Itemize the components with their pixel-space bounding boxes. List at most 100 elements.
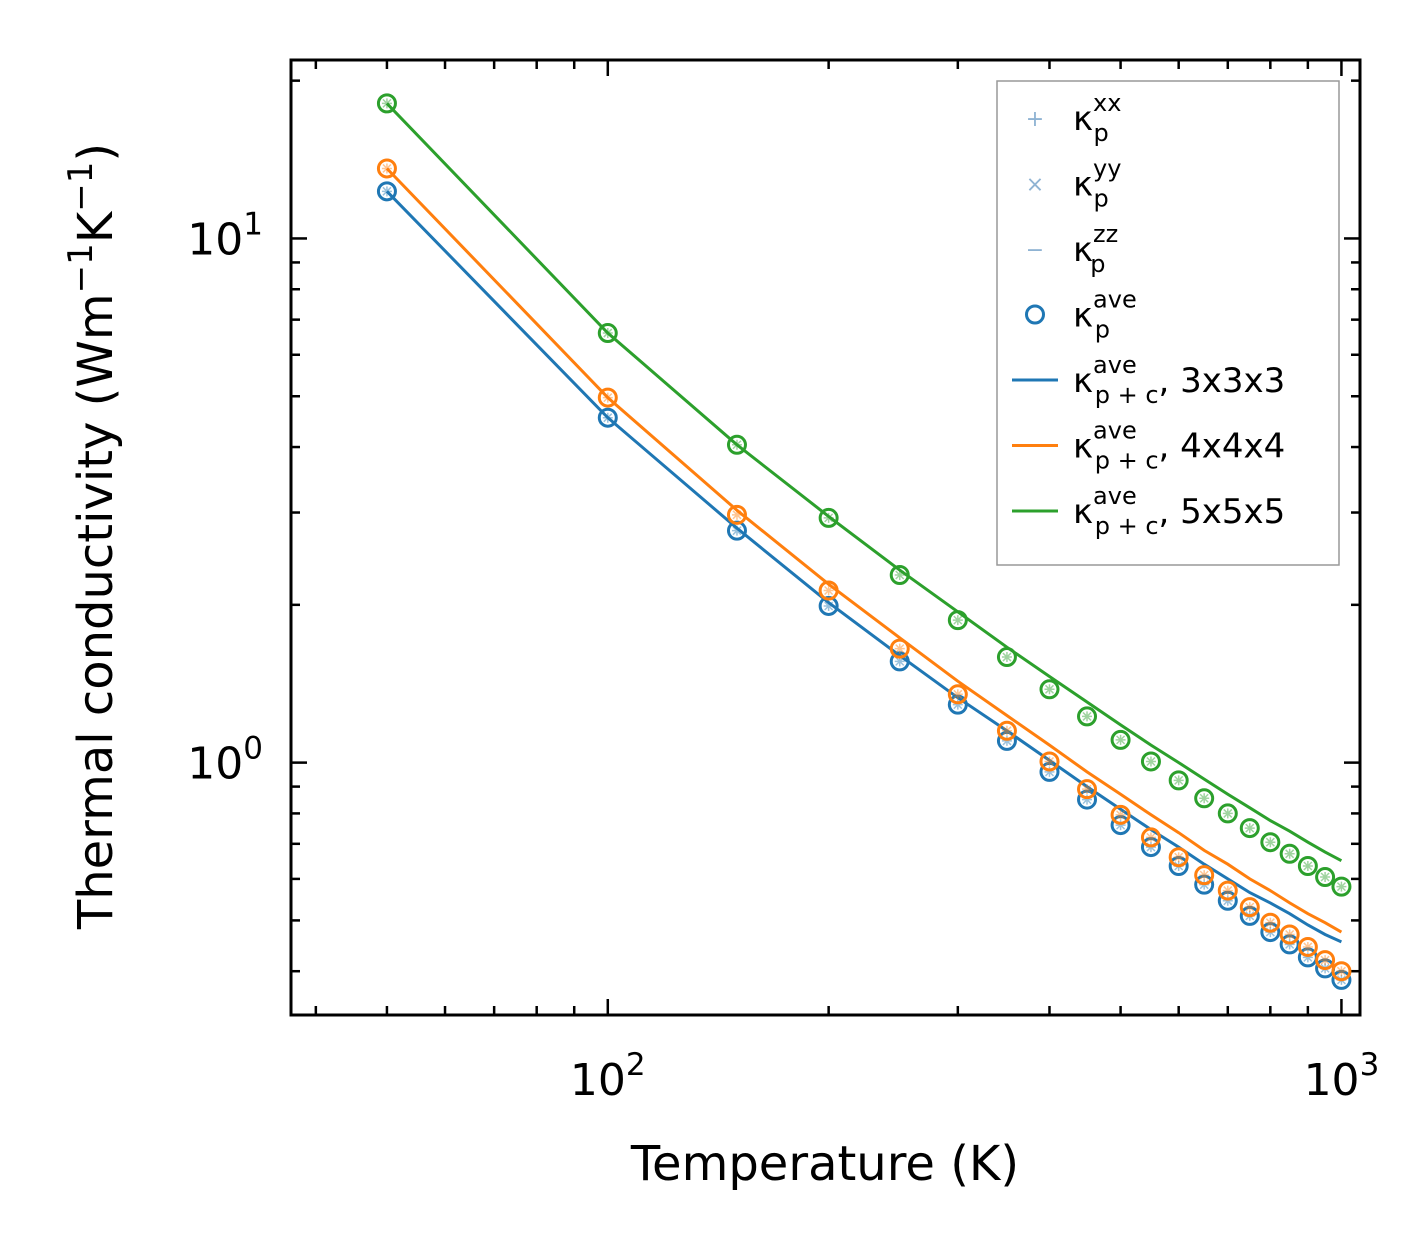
average-marker [1331, 961, 1352, 982]
average-marker [889, 565, 910, 586]
average-marker [597, 407, 618, 428]
legend-item: κave p + c, 3x3x3 [1012, 351, 1285, 409]
component-marker [1044, 756, 1055, 767]
component-marker [1222, 895, 1233, 906]
plot-frame [289, 58, 1362, 1017]
component-marker [1082, 794, 1093, 805]
component-marker [1265, 837, 1276, 848]
average-marker [1194, 874, 1215, 895]
average-marker [1194, 788, 1215, 809]
x-tick-label: 103 [1304, 1047, 1380, 1106]
y-axis-label-close: ) [68, 143, 124, 162]
average-marker [376, 93, 397, 114]
legend-item: κave p + c, 5x5x5 [1012, 482, 1285, 540]
y-axis-label-exp1: −1 [61, 243, 101, 293]
average-marker [1297, 855, 1318, 876]
average-marker [889, 651, 910, 672]
legend-item: κave p + c, 4x4x4 [1012, 417, 1285, 475]
data-point-4x4x4 [947, 684, 968, 705]
average-marker [1168, 770, 1189, 791]
component-marker [952, 615, 963, 626]
component-marker [731, 525, 742, 536]
average-marker [1194, 865, 1215, 886]
component-marker [381, 163, 392, 174]
average-marker [1315, 867, 1336, 888]
data-point-5x5x5 [1279, 843, 1300, 864]
average-marker [1140, 837, 1161, 858]
data-point-5x5x5 [726, 434, 747, 455]
average-marker [1260, 832, 1281, 853]
average-marker [1140, 751, 1161, 772]
legend-item: − κzz p [1026, 220, 1118, 278]
average-marker [1110, 815, 1131, 836]
data-point-3x3x3 [889, 651, 910, 672]
component-marker [1244, 823, 1255, 834]
component-marker [602, 392, 613, 403]
legend-label: κyy p [1073, 155, 1121, 213]
component-marker [1082, 784, 1093, 795]
data-point-5x5x5 [1331, 876, 1352, 897]
legend-label: κzz p [1073, 220, 1118, 278]
component-marker [1336, 881, 1347, 892]
legend: + κxx p × κyy p − κzz p κave p κave p + c, 3x3x3 κave… [996, 80, 1340, 566]
average-marker [1077, 779, 1098, 800]
average-marker [996, 647, 1017, 668]
average-marker [1331, 969, 1352, 990]
component-marker [1173, 852, 1184, 863]
average-marker [1279, 924, 1300, 945]
data-point-4x4x4 [597, 387, 618, 408]
data-point-5x5x5 [1168, 770, 1189, 791]
data-point-4x4x4 [1315, 950, 1336, 971]
average-marker [1279, 843, 1300, 864]
average-marker [947, 694, 968, 715]
data-point-5x5x5 [1039, 679, 1060, 700]
data-point-5x5x5 [1077, 706, 1098, 727]
component-marker [1320, 872, 1331, 883]
y-axis-label-mid: K [68, 210, 124, 243]
component-marker [1302, 861, 1313, 871]
average-marker [889, 638, 910, 659]
data-point-4x4x4 [1217, 880, 1238, 901]
average-marker [818, 580, 839, 601]
data-point-5x5x5 [597, 323, 618, 344]
line-series-3x3x3 [385, 190, 1343, 944]
data-point-5x5x5 [889, 565, 910, 586]
data-point-3x3x3 [597, 407, 618, 428]
y-axis-label-exp2: −1 [61, 162, 101, 212]
data-point-3x3x3 [1217, 890, 1238, 911]
average-marker [1077, 706, 1098, 727]
average-marker [1039, 761, 1060, 782]
data-point-4x4x4 [376, 158, 397, 179]
legend-item: + κxx p [1026, 89, 1122, 147]
average-marker [726, 434, 747, 455]
component-marker [1001, 735, 1012, 746]
data-point-4x4x4 [1194, 865, 1215, 886]
data-point-4x4x4 [1039, 751, 1060, 772]
component-marker [1001, 652, 1012, 663]
average-marker [996, 730, 1017, 751]
data-point-3x3x3 [1077, 789, 1098, 810]
legend-label: κxx p [1073, 89, 1121, 147]
data-point-5x5x5 [818, 507, 839, 528]
data-point-4x4x4 [1279, 924, 1300, 945]
component-marker [381, 186, 392, 197]
data-point-4x4x4 [1110, 804, 1131, 825]
average-marker [1217, 890, 1238, 911]
average-marker [1168, 855, 1189, 876]
data-point-4x4x4 [1297, 936, 1318, 957]
component-marker [1115, 820, 1126, 831]
average-marker [1168, 847, 1189, 868]
component-marker [894, 643, 905, 654]
average-marker [1039, 679, 1060, 700]
component-marker [1199, 870, 1210, 881]
legend-label: κave p + c, 3x3x3 [1073, 351, 1285, 409]
component-marker [1044, 684, 1055, 695]
x-tick-label: 102 [570, 1047, 646, 1106]
legend-label: κave p [1073, 286, 1137, 344]
average-marker [597, 387, 618, 408]
data-point-5x5x5 [947, 610, 968, 631]
component-marker [894, 570, 905, 581]
data-point-3x3x3 [1039, 761, 1060, 782]
y-axis-label-base: Thermal conductivity (Wm [68, 293, 124, 930]
